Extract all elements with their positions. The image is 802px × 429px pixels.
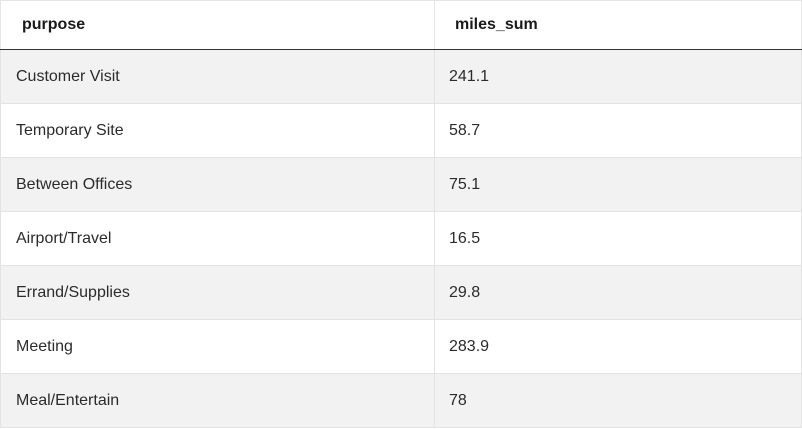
- cell-purpose: Errand/Supplies: [0, 265, 435, 320]
- cell-purpose: Between Offices: [0, 157, 435, 212]
- cell-miles-sum: 78: [434, 373, 802, 428]
- cell-purpose: Customer Visit: [0, 49, 435, 104]
- header-row: purpose miles_sum: [0, 0, 802, 50]
- cell-miles-sum: 75.1: [434, 157, 802, 212]
- table-row: Meeting 283.9: [0, 319, 802, 374]
- table-row: Customer Visit 241.1: [0, 49, 802, 104]
- cell-purpose: Airport/Travel: [0, 211, 435, 266]
- table-row: Meal/Entertain 78: [0, 373, 802, 428]
- table-body: Customer Visit 241.1 Temporary Site 58.7…: [0, 49, 802, 428]
- table-row: Between Offices 75.1: [0, 157, 802, 212]
- cell-miles-sum: 283.9: [434, 319, 802, 374]
- cell-miles-sum: 58.7: [434, 103, 802, 158]
- column-header-miles-sum[interactable]: miles_sum: [434, 0, 802, 50]
- cell-purpose: Temporary Site: [0, 103, 435, 158]
- table-row: Errand/Supplies 29.8: [0, 265, 802, 320]
- table-row: Temporary Site 58.7: [0, 103, 802, 158]
- table-row: Airport/Travel 16.5: [0, 211, 802, 266]
- column-header-purpose[interactable]: purpose: [0, 0, 435, 50]
- cell-purpose: Meal/Entertain: [0, 373, 435, 428]
- cell-purpose: Meeting: [0, 319, 435, 374]
- table-header: purpose miles_sum: [0, 0, 802, 50]
- cell-miles-sum: 241.1: [434, 49, 802, 104]
- cell-miles-sum: 29.8: [434, 265, 802, 320]
- cell-miles-sum: 16.5: [434, 211, 802, 266]
